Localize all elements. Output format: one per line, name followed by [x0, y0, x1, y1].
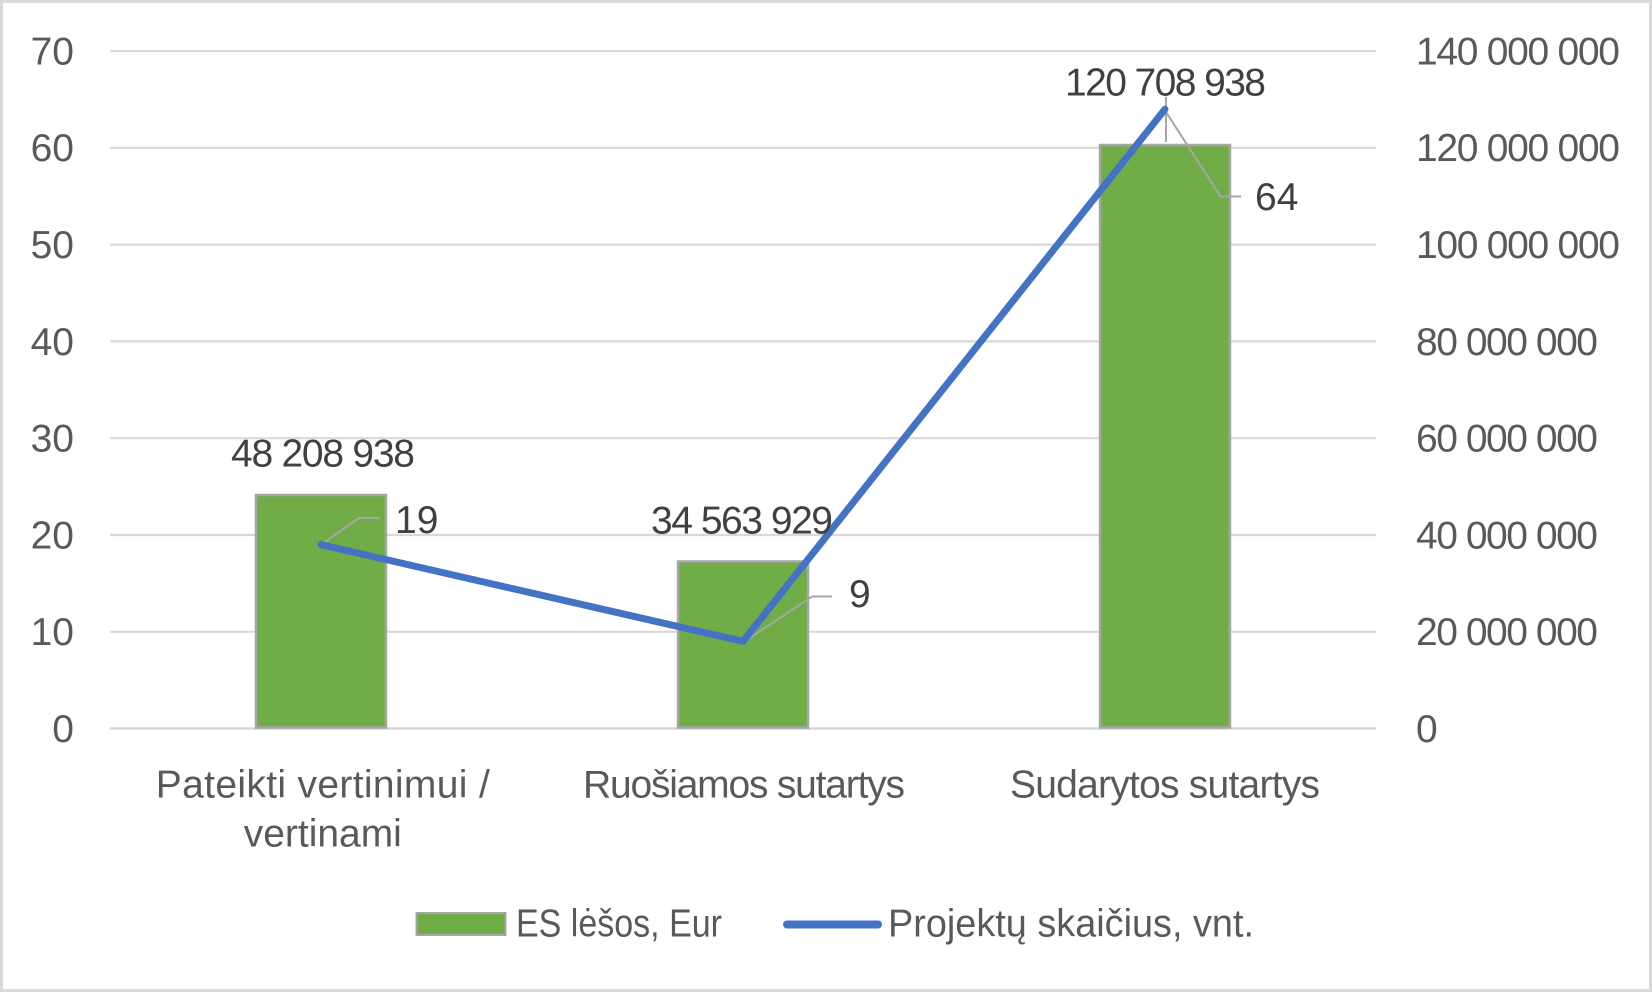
svg-text:60 000 000: 60 000 000	[1416, 418, 1598, 461]
svg-text:60: 60	[31, 127, 74, 170]
svg-text:80 000 000: 80 000 000	[1416, 321, 1598, 364]
svg-text:20: 20	[31, 514, 74, 557]
svg-text:50: 50	[31, 224, 74, 267]
svg-text:10: 10	[31, 611, 74, 654]
svg-text:0: 0	[1416, 708, 1438, 751]
svg-text:34 563 929: 34 563 929	[651, 500, 833, 543]
svg-text:70: 70	[31, 30, 74, 73]
svg-text:vertinami: vertinami	[244, 813, 402, 856]
svg-text:100 000 000: 100 000 000	[1416, 224, 1620, 267]
svg-text:48 208 938: 48 208 938	[231, 433, 415, 476]
svg-text:Projektų skaičius, vnt.: Projektų skaičius, vnt.	[888, 903, 1254, 946]
svg-text:140 000 000: 140 000 000	[1416, 30, 1620, 73]
svg-text:120 708 938: 120 708 938	[1065, 62, 1266, 105]
svg-text:20 000 000: 20 000 000	[1416, 611, 1598, 654]
svg-text:64: 64	[1255, 176, 1298, 219]
svg-text:30: 30	[31, 418, 74, 461]
svg-text:40: 40	[31, 321, 74, 364]
svg-text:120 000 000: 120 000 000	[1416, 127, 1620, 170]
svg-text:Sudarytos sutartys: Sudarytos sutartys	[1010, 764, 1320, 807]
svg-text:0: 0	[52, 708, 74, 751]
svg-text:40 000 000: 40 000 000	[1416, 514, 1598, 557]
svg-text:9: 9	[849, 573, 871, 616]
svg-text:Pateikti vertinimui /: Pateikti vertinimui /	[156, 764, 490, 807]
svg-text:19: 19	[395, 499, 438, 542]
svg-text:ES lėšos, Eur: ES lėšos, Eur	[516, 903, 722, 946]
svg-text:Ruošiamos sutartys: Ruošiamos sutartys	[583, 764, 905, 807]
